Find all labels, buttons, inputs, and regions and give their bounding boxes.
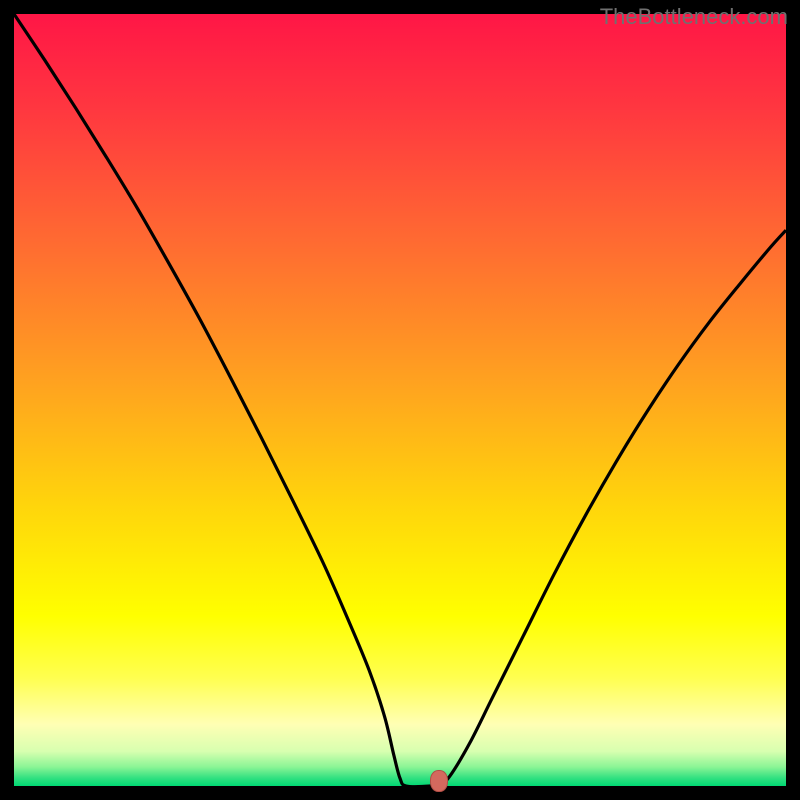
chart-stage: TheBottleneck.com — [0, 0, 800, 800]
gradient-background — [14, 14, 786, 786]
watermark-text: TheBottleneck.com — [600, 4, 788, 30]
chart-svg — [14, 14, 786, 786]
plot-area — [14, 14, 786, 786]
minimum-marker — [430, 770, 448, 792]
